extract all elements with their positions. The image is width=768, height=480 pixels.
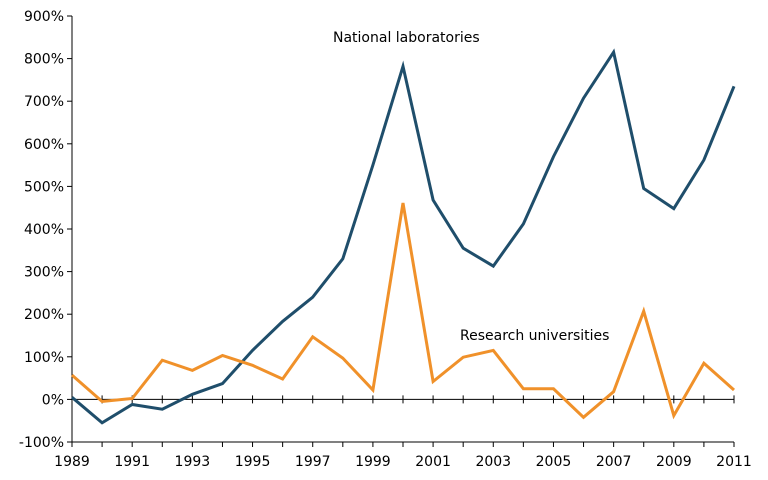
x-tick-label: 1997 [295, 454, 331, 470]
x-tick-label: 2001 [415, 454, 451, 470]
x-tick-label: 1995 [235, 454, 271, 470]
y-tick-label: 800% [24, 52, 64, 68]
x-tick-label: 1991 [114, 454, 150, 470]
y-tick-label: 200% [24, 307, 64, 323]
x-tick-label: 2003 [475, 454, 511, 470]
y-tick-label: 100% [24, 350, 64, 366]
series-line-national-laboratories [71, 48, 736, 425]
series-lines [71, 48, 736, 425]
y-tick-label: 900% [24, 9, 64, 25]
y-tick-label: 600% [24, 137, 64, 153]
x-tick-label: 1993 [175, 454, 211, 470]
y-tick-label: 0% [42, 392, 64, 408]
x-tick-label: 1999 [355, 454, 391, 470]
series-label-research-universities: Research universities [460, 328, 609, 344]
x-tick-label: 2007 [596, 454, 632, 470]
y-tick-label: 500% [24, 179, 64, 195]
y-tick-label: 700% [24, 94, 64, 110]
series-line-research-universities [71, 202, 735, 420]
x-tick-label: 2005 [536, 454, 572, 470]
series-label-national-laboratories: National laboratories [333, 30, 480, 46]
x-tick-label: 2011 [716, 454, 752, 470]
x-tick-label: 1989 [54, 454, 90, 470]
y-tick-labels: 900% 800% 700% 600% 500% 400% 300% 200% 100% 0% -1… [19, 9, 64, 451]
chart-axes [67, 15, 735, 447]
x-tick-labels: 1989 1991 1993 1995 1997 1999 2001 2003 2005 2007… [54, 454, 752, 470]
y-tick-label: -100% [19, 435, 64, 451]
x-tick-label: 2009 [656, 454, 692, 470]
y-tick-label: 300% [24, 265, 64, 281]
y-tick-label: 400% [24, 222, 64, 238]
